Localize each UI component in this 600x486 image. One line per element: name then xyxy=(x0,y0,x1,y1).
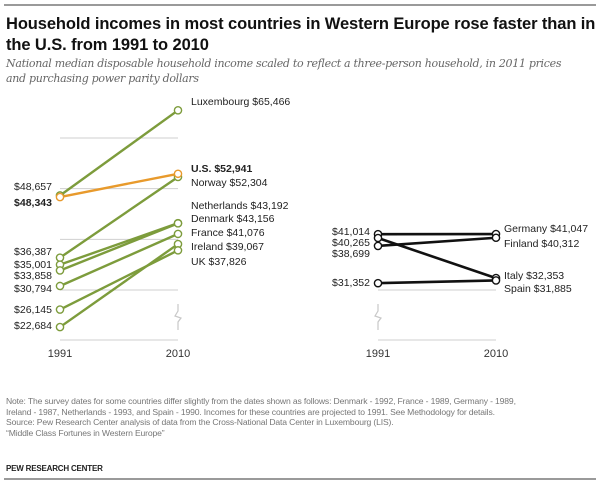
series-line-ireland xyxy=(58,242,180,329)
value-label-1991: $33,858 xyxy=(14,270,52,282)
series-label-2010: Denmark $43,156 xyxy=(191,213,275,225)
series-line-denmark xyxy=(58,222,180,272)
series-line-spain xyxy=(376,279,498,285)
value-label-1991: $48,657 xyxy=(14,181,52,193)
series-label-2010: Finland $40,312 xyxy=(504,238,579,250)
point-2010-denmark xyxy=(173,219,183,228)
point-1991-finland xyxy=(373,241,383,251)
point-1991-france xyxy=(55,281,65,291)
series-line-france xyxy=(58,232,180,288)
point-1991-denmark xyxy=(55,266,65,275)
point-2010-finland xyxy=(491,233,501,243)
note-line: Ireland - 1987, Netherlands - 1993, and … xyxy=(6,406,495,417)
series-label-2010: Spain $31,885 xyxy=(504,283,572,295)
right-panel-xtick-label: 1991 xyxy=(366,348,390,360)
series-label-2010: Norway $52,304 xyxy=(191,177,268,189)
value-label-1991: $30,794 xyxy=(14,283,52,295)
left-panel-xtick-label: 2010 xyxy=(166,348,190,360)
value-label-1991: $26,145 xyxy=(14,304,52,316)
value-label-1991: $48,343 xyxy=(14,197,52,209)
point-1991-ireland xyxy=(55,322,65,332)
left-panel-xtick-label: 1991 xyxy=(48,348,72,360)
point-1991-uk xyxy=(55,305,65,314)
series-line-u-s xyxy=(58,172,180,199)
value-label-1991: $38,699 xyxy=(332,248,370,260)
pew-research-center-logo: PEW RESEARCH CENTER xyxy=(6,464,103,473)
bottom-rule xyxy=(4,478,596,480)
report-title-line: “Middle Class Fortunes in Western Europe… xyxy=(6,427,165,438)
point-2010-luxembourg xyxy=(173,106,183,115)
note-line: Note: The survey dates for some countrie… xyxy=(6,396,516,406)
series-line-uk xyxy=(58,249,180,311)
point-2010-france xyxy=(173,229,183,239)
series-line-norway xyxy=(58,175,180,259)
value-label-1991: $35,001 xyxy=(14,259,52,271)
source-line: Source: Pew Research Center analysis of … xyxy=(6,417,394,427)
series-label-2010: U.S. $52,941 xyxy=(191,163,252,175)
value-label-1991: $36,387 xyxy=(14,246,52,258)
top-rule xyxy=(4,4,596,6)
value-label-1991: $41,014 xyxy=(332,226,370,238)
point-1991-spain xyxy=(373,278,383,288)
point-2010-spain xyxy=(491,276,501,285)
series-label-2010: UK $37,826 xyxy=(191,256,247,268)
series-line-finland xyxy=(376,236,498,248)
value-label-1991: $22,684 xyxy=(14,320,52,332)
right-panel-xtick-label: 2010 xyxy=(484,348,508,360)
series-label-2010: Italy $32,353 xyxy=(504,270,564,282)
point-2010-u-s xyxy=(173,169,183,179)
chart-subtitle: National median disposable household inc… xyxy=(6,57,562,85)
right-panel-axis-break-icon xyxy=(374,304,382,330)
series-label-2010: France $41,076 xyxy=(191,227,265,239)
point-1991-italy xyxy=(373,233,383,243)
point-2010-uk xyxy=(173,246,183,255)
chart-title: Household incomes in most countries in W… xyxy=(6,15,596,54)
series-label-2010: Germany $41,047 xyxy=(504,223,588,235)
value-label-1991: $40,265 xyxy=(332,237,370,249)
series-label-2010: Netherlands $43,192 xyxy=(191,200,289,212)
point-1991-norway xyxy=(55,253,65,262)
value-label-1991: $31,352 xyxy=(332,277,370,289)
series-label-2010: Luxembourg $65,466 xyxy=(191,96,290,108)
series-line-luxembourg xyxy=(58,109,180,197)
point-1991-u-s xyxy=(55,192,65,202)
left-panel-axis-break-icon xyxy=(174,304,182,330)
series-label-2010: Ireland $39,067 xyxy=(191,241,264,253)
chart-notes: Note: The survey dates for some countrie… xyxy=(6,396,596,438)
